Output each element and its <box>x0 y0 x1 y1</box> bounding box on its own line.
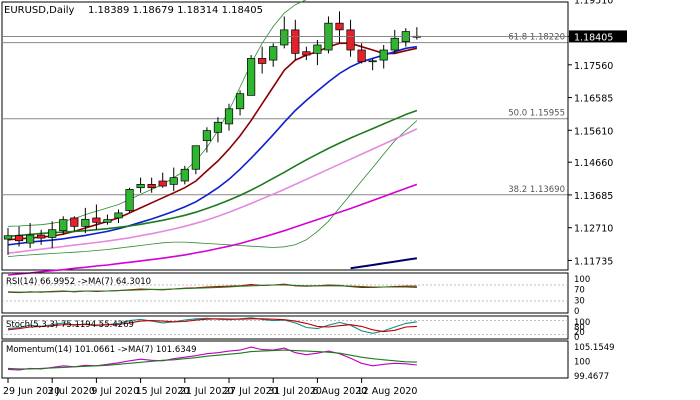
indicator-label-momentum: Momentum(14) 101.0661 ->MA(7) 101.6349 <box>6 345 196 355</box>
candle-body <box>180 168 189 182</box>
candle-body <box>379 49 388 61</box>
indicator-rsi-series-1 <box>7 284 417 293</box>
price-tick-label: 1.13685 <box>574 191 613 202</box>
candle-body <box>346 29 355 51</box>
current-price-box <box>569 30 627 43</box>
price-tick-label: 1.19510 <box>574 0 613 6</box>
indicator-tick-label: 99.4677 <box>574 372 609 382</box>
indicator-label-rsi: RSI(14) 66.9952 ->MA(7) 64.3010 <box>6 277 151 287</box>
indicator-tick-label: 100 <box>574 358 590 368</box>
date-tick-label: 9 Jul 2020 <box>91 386 139 397</box>
fib-level-label-2: 38.2 1.13690 <box>508 185 565 195</box>
moving-average-blue <box>7 45 418 246</box>
candle-body <box>224 108 234 125</box>
candle-body <box>37 234 46 239</box>
indicator-tick-label: 0 <box>574 333 579 343</box>
indicator-tick-label: 20 <box>574 328 585 338</box>
price-tick-label: 1.12710 <box>574 224 613 235</box>
candle-body <box>291 29 300 54</box>
candle-body <box>103 219 112 223</box>
candle-body <box>81 218 90 227</box>
fib-level-label-1: 50.0 1.15955 <box>508 109 565 119</box>
indicator-tick-label: 0 <box>574 307 579 317</box>
candle-body <box>213 121 223 133</box>
candle-body <box>302 51 311 56</box>
date-tick-label: 12 Aug 2020 <box>357 386 418 397</box>
candle-body <box>70 217 79 227</box>
indicator-tick-label: 70 <box>574 286 585 296</box>
moving-average-magenta <box>7 183 418 276</box>
candle-body <box>125 189 134 211</box>
indicator-pane-frame-momentum <box>1 340 569 379</box>
fib-level-label-0: 61.8 1.18220 <box>508 33 565 43</box>
price-tick-label: 1.17560 <box>574 61 613 72</box>
candle-body <box>368 60 377 63</box>
date-tick-label: 6 Aug 2020 <box>312 386 367 397</box>
indicator-momentum-series-1 <box>7 349 417 370</box>
chart-symbol-label: EURUSD,Daily <box>4 5 75 16</box>
candle-body <box>114 212 123 219</box>
candle-body <box>191 145 200 170</box>
moving-average-violet <box>7 128 418 254</box>
current-price-label: 1.18405 <box>574 32 613 43</box>
date-tick-label: 15 Jul 2020 <box>136 386 190 397</box>
candle-body <box>280 29 289 46</box>
candle-body <box>147 184 156 189</box>
price-tick-label: 1.11735 <box>574 256 613 267</box>
candle-body <box>136 184 145 189</box>
price-tick-label: 1.14660 <box>574 158 613 169</box>
moving-average-red <box>7 42 418 241</box>
date-tick-label: 27 Jul 2020 <box>224 386 278 397</box>
chart-ohlc-readout: 1.18389 1.18679 1.18314 1.18405 <box>88 5 263 16</box>
moving-average-navy <box>350 257 418 270</box>
bollinger-lower-line <box>7 120 418 257</box>
candle-body <box>3 235 13 240</box>
candle-body <box>169 177 178 185</box>
candle-body <box>357 49 366 63</box>
indicator-tick-label: 80 <box>574 323 585 333</box>
candle-body <box>26 234 35 244</box>
candle-body <box>390 37 399 51</box>
indicator-tick-label: 105.1549 <box>574 343 615 353</box>
date-tick-label: 29 Jun 2020 <box>3 386 60 397</box>
candle-body <box>258 58 267 64</box>
date-tick-label: 21 Jul 2020 <box>180 386 234 397</box>
candle-body <box>235 93 245 110</box>
candle-body <box>335 22 344 31</box>
date-tick-label: 31 Jul 2020 <box>268 386 322 397</box>
candle-body <box>92 217 101 223</box>
candle-body <box>269 46 278 61</box>
moving-average-green <box>7 109 418 238</box>
candle-body <box>313 44 322 54</box>
candle-body <box>158 180 167 187</box>
date-tick-label: 3 Jul 2020 <box>47 386 95 397</box>
candle-body <box>48 229 57 238</box>
indicator-pane-frame-rsi <box>1 272 569 314</box>
indicator-pane-frame-stoch <box>1 315 569 340</box>
price-tick-label: 1.15610 <box>574 126 613 137</box>
candle-body <box>202 130 211 142</box>
indicator-tick-label: 100 <box>574 318 590 328</box>
indicator-tick-label: 100 <box>574 275 590 285</box>
candle-body <box>14 235 24 242</box>
candle-body <box>59 219 68 232</box>
indicator-label-stoch: Stoch(5,3,3) 75.1194 55.4269 <box>6 320 134 330</box>
candle-body <box>247 58 256 96</box>
price-tick-label: 1.16585 <box>574 94 613 105</box>
indicator-stoch-series-1 <box>7 318 417 333</box>
indicator-tick-label: 30 <box>574 296 585 306</box>
